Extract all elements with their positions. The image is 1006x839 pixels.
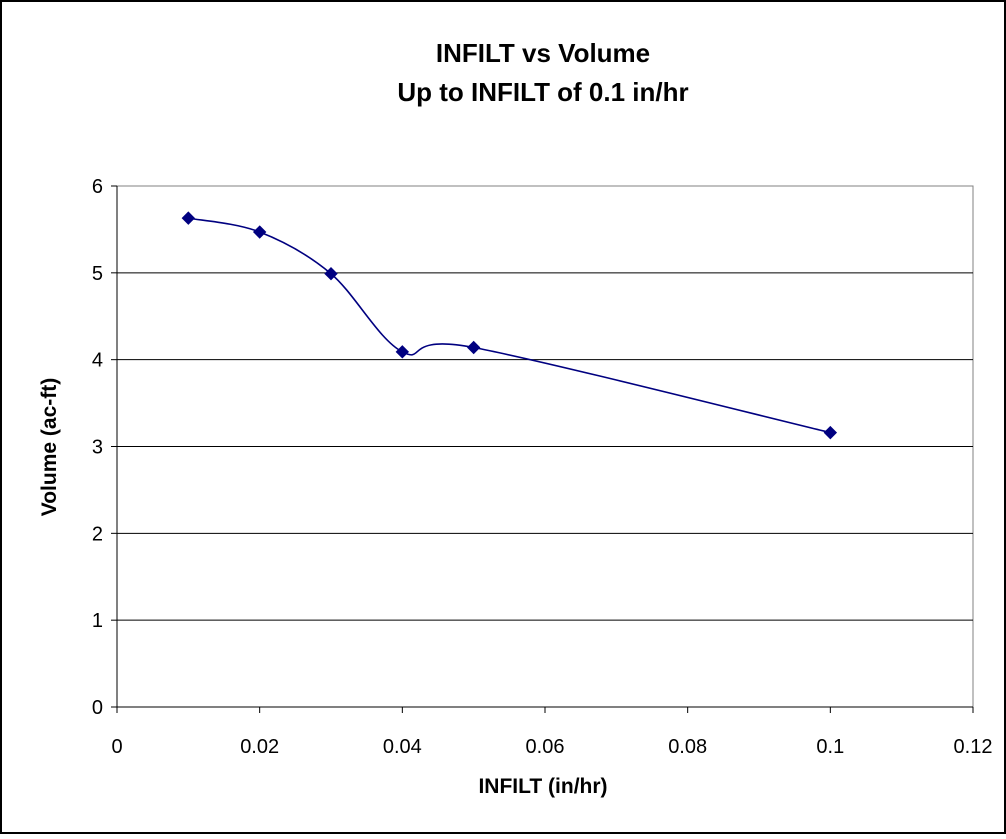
gridlines	[117, 272, 973, 621]
y-axis-title: Volume (ac-ft)	[38, 378, 61, 516]
data-point-marker	[181, 211, 196, 225]
y-tick-label: 5	[92, 263, 103, 285]
data-point-marker	[395, 345, 410, 359]
y-tick-label: 2	[92, 523, 103, 545]
y-axis: 0 1 2 3 4 5 6	[92, 176, 118, 719]
x-tick-label: 0.04	[383, 736, 422, 758]
y-tick-label: 1	[92, 610, 103, 632]
x-axis-title: INFILT (in/hr)	[478, 775, 607, 798]
y-tick-label: 0	[92, 697, 103, 719]
y-tick-label: 4	[92, 350, 103, 372]
y-tick-label: 3	[92, 437, 103, 459]
x-tick-label: 0.12	[954, 736, 993, 758]
data-point-marker	[823, 425, 838, 440]
x-tick-label: 0	[111, 736, 122, 758]
data-point-marker	[324, 266, 338, 281]
chart-subtitle: Up to INFILT of 0.1 in/hr	[397, 77, 688, 107]
x-tick-label: 0.08	[668, 736, 707, 758]
x-axis: 0 0.02 0.04 0.06 0.08 0.1 0.12	[111, 706, 993, 758]
data-point-marker	[466, 340, 481, 355]
x-tick-label: 0.02	[240, 736, 279, 758]
x-tick-label: 0.1	[816, 736, 844, 758]
data-point-marker	[252, 225, 267, 239]
series-layer	[181, 211, 838, 440]
y-tick-label: 6	[92, 176, 103, 198]
chart-title: INFILT vs Volume	[436, 38, 650, 68]
x-tick-label: 0.06	[526, 736, 565, 758]
